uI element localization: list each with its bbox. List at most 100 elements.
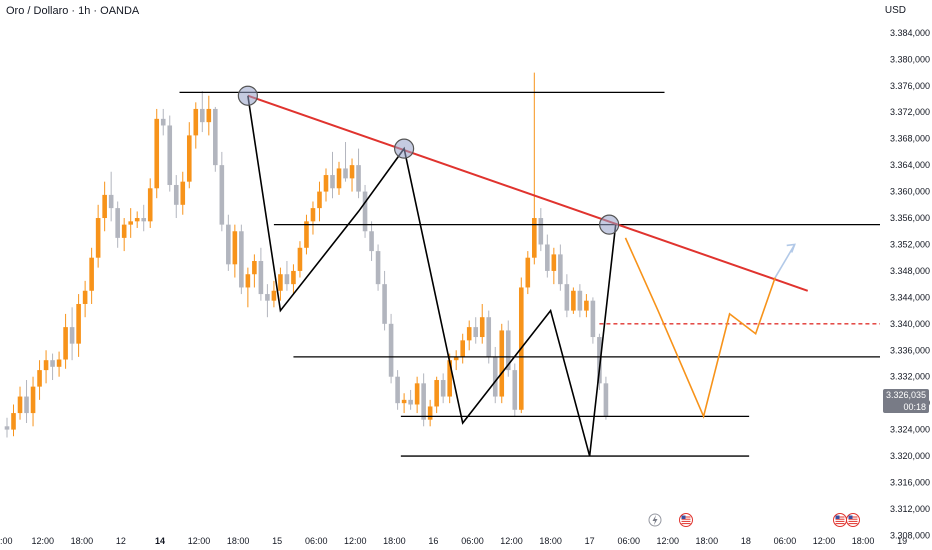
candle-body xyxy=(603,383,609,417)
candle-body xyxy=(330,175,335,189)
us-flag-icon xyxy=(679,513,693,527)
y-tick-label: 3.368,000 xyxy=(890,134,930,144)
current-price-badge: 3.326,035 00:18 xyxy=(883,389,929,413)
candle-body xyxy=(82,290,88,304)
candle-body xyxy=(76,303,81,344)
x-tick-label: 6:00 xyxy=(0,536,13,546)
candle-body xyxy=(219,165,225,225)
y-tick-label: 3.340,000 xyxy=(890,319,930,329)
us-flag-icon xyxy=(846,513,860,527)
candle-body xyxy=(95,218,101,258)
candle-body xyxy=(50,360,55,367)
y-tick-label: 3.312,000 xyxy=(890,504,930,514)
projection-arrow xyxy=(774,244,796,278)
candle-body xyxy=(252,261,257,275)
y-tick-label: 3.364,000 xyxy=(890,160,930,170)
candle-body xyxy=(186,135,192,182)
candle-body xyxy=(532,218,537,258)
candle-body xyxy=(343,168,348,179)
y-tick-label: 3.360,000 xyxy=(890,187,930,197)
y-tick-label: 3.348,000 xyxy=(890,266,930,276)
candle-body xyxy=(160,118,166,126)
candle-body xyxy=(173,184,179,205)
candle-countdown: 00:18 xyxy=(903,402,926,412)
pivot-marker xyxy=(394,138,415,159)
candle-body xyxy=(453,356,459,361)
candle-body xyxy=(154,118,160,189)
candle-body xyxy=(336,168,342,189)
candle-body xyxy=(226,224,231,265)
candle-body xyxy=(382,284,387,324)
candle-body xyxy=(265,294,270,301)
candle-body xyxy=(362,191,368,232)
y-tick-label: 3.320,000 xyxy=(890,451,930,461)
candle-body xyxy=(597,337,602,384)
candle-body xyxy=(473,327,479,338)
candle-body xyxy=(278,274,283,291)
y-tick-label: 3.324,000 xyxy=(890,425,930,435)
y-tick-label: 3.356,000 xyxy=(890,213,930,223)
candle-body xyxy=(395,376,400,404)
x-tick-label: 12:00 xyxy=(188,536,211,546)
candle-body xyxy=(121,224,127,238)
candle-body xyxy=(43,360,49,371)
x-tick-label: 12:00 xyxy=(500,536,523,546)
candle-body xyxy=(388,323,394,377)
candle-body xyxy=(434,380,439,407)
candle-body xyxy=(17,396,23,414)
x-tick-label: 17 xyxy=(585,536,595,546)
candle-body xyxy=(577,290,583,311)
candle-body xyxy=(323,175,329,192)
candle-body xyxy=(369,231,374,252)
x-tick-label: 12:00 xyxy=(656,536,679,546)
x-tick-label: 16 xyxy=(428,536,438,546)
x-tick-label: 06:00 xyxy=(617,536,640,546)
candle-body xyxy=(460,340,465,357)
candle-body xyxy=(499,330,505,397)
x-tick-label: 18:00 xyxy=(71,536,94,546)
y-tick-label: 3.384,000 xyxy=(890,28,930,38)
chart-title: Oro / Dollaro · 1h · OANDA xyxy=(6,5,140,17)
candle-body xyxy=(538,218,544,245)
candle-body xyxy=(284,274,290,285)
candle-body xyxy=(37,370,42,387)
candle-body xyxy=(200,108,205,123)
candle-body xyxy=(571,290,576,311)
candle-body xyxy=(63,327,68,360)
candle-body xyxy=(239,231,244,288)
candle-body xyxy=(297,247,303,271)
candle-body xyxy=(492,356,498,397)
lightning-icon xyxy=(648,513,662,527)
candle-body xyxy=(89,257,94,291)
y-tick-label: 3.376,000 xyxy=(890,81,930,91)
candle-body xyxy=(69,327,75,344)
y-tick-label: 3.352,000 xyxy=(890,239,930,249)
candle-body xyxy=(466,327,472,341)
candle-body xyxy=(141,218,147,222)
candle-body xyxy=(505,330,511,371)
candle-body xyxy=(545,244,550,271)
candle-body xyxy=(486,317,492,357)
x-tick-label: 18:00 xyxy=(696,536,719,546)
zigzag-pattern-line xyxy=(247,95,617,457)
x-tick-label: 06:00 xyxy=(305,536,328,546)
candle-body xyxy=(447,360,452,397)
x-tick-label: 18 xyxy=(741,536,751,546)
x-tick-label: 15 xyxy=(272,536,282,546)
x-tick-label: 14 xyxy=(155,536,165,546)
candle-body xyxy=(134,218,140,222)
candle-body xyxy=(258,261,264,295)
projection-path xyxy=(624,237,776,419)
candle-body xyxy=(427,406,433,420)
candle-body xyxy=(245,274,251,288)
y-tick-label: 3.332,000 xyxy=(890,372,930,382)
candle-body xyxy=(167,125,173,185)
candle-body xyxy=(4,426,10,430)
candle-body xyxy=(56,359,62,367)
candle-body xyxy=(147,188,153,222)
currency-label: USD xyxy=(884,5,906,16)
candle-body xyxy=(30,386,36,414)
x-tick-label: 18:00 xyxy=(383,536,406,546)
candle-body xyxy=(414,383,420,405)
